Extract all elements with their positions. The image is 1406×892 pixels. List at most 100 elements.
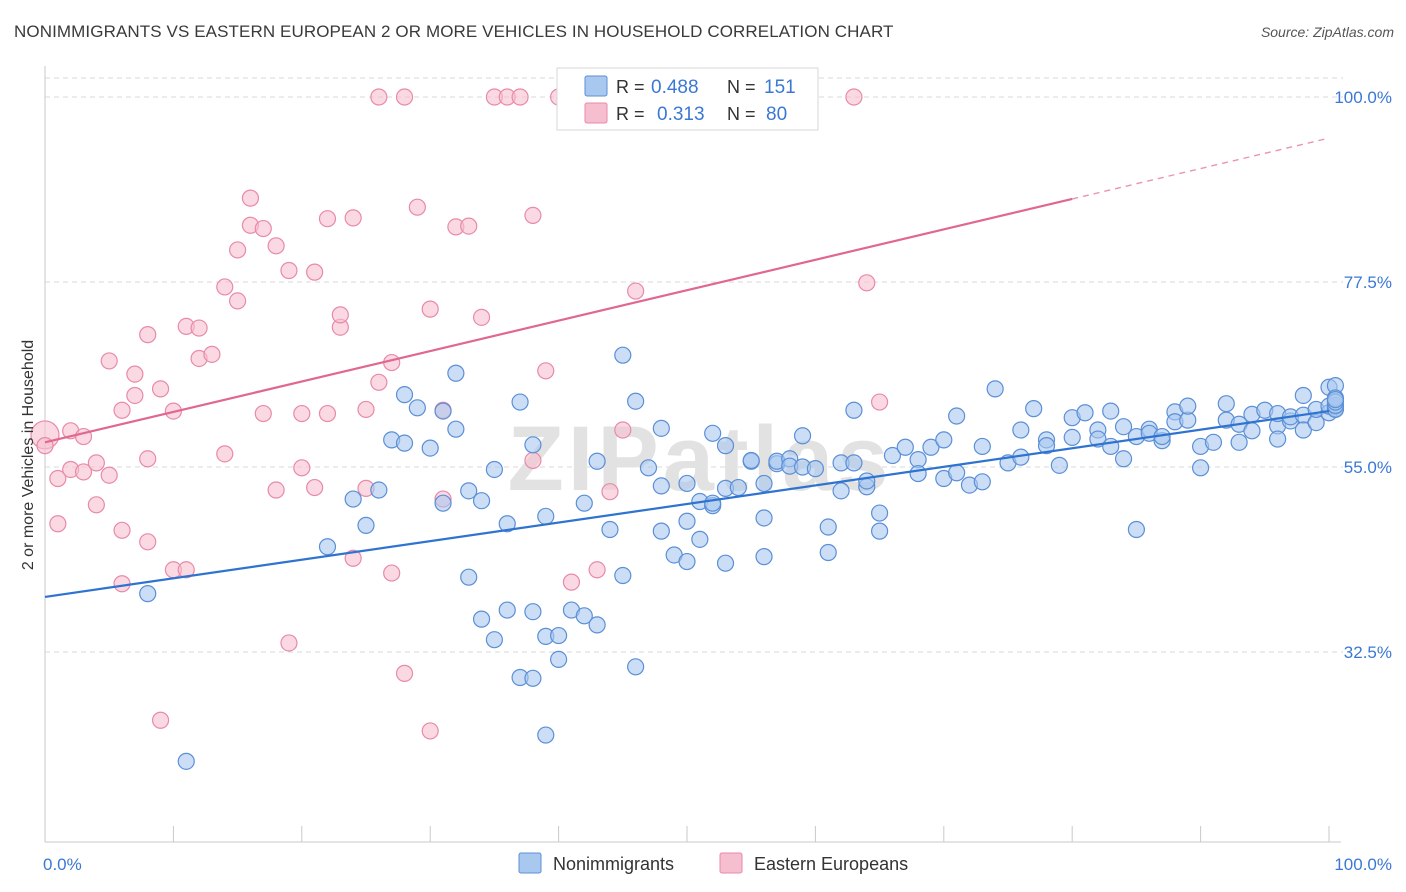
nonimmigrant-point xyxy=(472,610,491,628)
nonimmigrant-point xyxy=(678,552,696,571)
eastern-european-point xyxy=(421,722,439,740)
nonimmigrant-point xyxy=(549,650,568,669)
nonimmigrant-point xyxy=(1269,430,1287,448)
eastern-european-point xyxy=(100,352,118,370)
eastern-european-point xyxy=(113,575,131,593)
x-tick-label: 0.0% xyxy=(43,855,82,874)
eastern-european-point xyxy=(858,274,876,292)
y-tick-label: 100.0% xyxy=(1334,88,1392,107)
legend-bottom-label-eastern-europeans: Eastern Europeans xyxy=(754,854,908,874)
nonimmigrant-point xyxy=(922,438,940,456)
y-tick-label: 55.0% xyxy=(1344,458,1392,477)
nonimmigrant-point xyxy=(639,459,658,477)
eastern-european-point xyxy=(614,421,632,439)
legend-swatch-pink xyxy=(584,102,608,124)
nonimmigrant-point xyxy=(1326,390,1345,409)
nonimmigrant-point xyxy=(177,752,195,770)
eastern-european-point xyxy=(280,634,298,652)
nonimmigrant-point xyxy=(678,474,696,493)
nonimmigrant-point xyxy=(1204,433,1223,451)
nonimmigrant-point xyxy=(575,607,593,625)
nonimmigrant-point xyxy=(447,364,465,382)
nonimmigrant-point xyxy=(896,438,914,456)
legend-r-label: R = xyxy=(616,104,645,124)
eastern-european-point xyxy=(113,401,131,419)
nonimmigrant-point xyxy=(537,507,555,525)
eastern-europeans-trend-line xyxy=(44,197,1073,444)
eastern-european-point xyxy=(74,463,93,481)
eastern-european-point xyxy=(267,237,285,255)
axis-layer: 32.5% 55.0% 77.5% 100.0% 0.0% 100.0% xyxy=(43,66,1392,874)
nonimmigrant-point xyxy=(909,464,927,483)
eastern-european-point xyxy=(306,478,324,497)
eastern-european-point xyxy=(421,300,439,318)
eastern-european-point xyxy=(524,451,542,470)
nonimmigrant-point xyxy=(1114,450,1133,468)
nonimmigrant-point xyxy=(395,386,414,404)
nonimmigrant-point xyxy=(716,437,735,455)
nonimmigrant-point xyxy=(832,482,850,500)
nonimmigrant-point xyxy=(935,431,953,449)
eastern-european-point xyxy=(370,88,388,106)
legend-bottom-swatch-pink xyxy=(719,852,743,874)
nonimmigrant-point xyxy=(858,472,876,490)
eastern-european-point xyxy=(100,466,118,484)
eastern-european-point xyxy=(306,263,324,281)
nonimmigrant-point xyxy=(549,626,568,645)
eastern-european-point xyxy=(511,88,529,106)
legend-bottom: Nonimmigrants Eastern Europeans xyxy=(518,852,908,874)
nonimmigrant-point xyxy=(870,522,889,540)
eastern-european-point xyxy=(524,206,542,224)
nonimmigrant-point xyxy=(524,603,542,621)
nonimmigrant-point xyxy=(755,509,773,527)
nonimmigrant-point xyxy=(1230,433,1248,451)
eastern-european-point xyxy=(151,711,170,729)
eastern-european-point xyxy=(177,561,195,579)
nonimmigrant-point xyxy=(524,436,542,454)
legend-swatch-blue xyxy=(584,75,608,97)
nonimmigrant-point xyxy=(1025,400,1043,418)
nonimmigrant-point xyxy=(1243,422,1261,440)
nonimmigrant-point xyxy=(524,669,542,687)
nonimmigrant-point xyxy=(1050,456,1068,474)
eastern-european-point xyxy=(49,469,67,488)
eastern-european-point xyxy=(601,483,619,501)
nonimmigrant-point xyxy=(755,474,773,493)
nonimmigrant-point xyxy=(1179,397,1197,415)
nonimmigrant-point xyxy=(588,452,606,470)
eastern-european-point xyxy=(126,365,144,383)
nonimmigrant-point xyxy=(973,473,991,491)
nonimmigrant-point xyxy=(870,504,889,522)
x-tick-label: 100.0% xyxy=(1334,855,1392,874)
nonimmigrant-point xyxy=(652,522,670,540)
nonimmigrant-point xyxy=(755,548,773,566)
eastern-european-point xyxy=(139,533,157,551)
legend-r-label: R = xyxy=(616,77,645,97)
eastern-european-point xyxy=(216,445,234,463)
legend-top: R = 0.488 N = 151 R = 0.313 N = 80 xyxy=(556,67,819,131)
nonimmigrant-point xyxy=(652,419,670,437)
nonimmigrant-point xyxy=(627,392,645,410)
nonimmigrant-point xyxy=(819,543,837,562)
nonimmigrant-point xyxy=(447,420,465,438)
nonimmigrant-point xyxy=(1217,395,1235,413)
nonimmigrant-point xyxy=(370,481,388,499)
nonimmigrant-point xyxy=(1102,402,1120,420)
nonimmigrant-point xyxy=(395,434,414,452)
eastern-european-point xyxy=(357,400,375,419)
eastern-european-point xyxy=(537,362,555,380)
eastern-european-point xyxy=(395,88,414,106)
eastern-european-point xyxy=(280,261,298,280)
nonimmigrant-point xyxy=(614,346,632,364)
nonimmigrant-point xyxy=(691,530,709,548)
eastern-european-point xyxy=(344,549,362,567)
nonimmigrant-point xyxy=(614,566,632,585)
nonimmigrant-point xyxy=(318,538,337,556)
eastern-european-point xyxy=(113,521,131,539)
eastern-european-point xyxy=(562,573,581,591)
nonimmigrant-point xyxy=(139,585,157,603)
nonimmigrant-point xyxy=(460,568,478,586)
nonimmigrant-point xyxy=(1012,421,1030,439)
eastern-european-point xyxy=(870,393,889,411)
